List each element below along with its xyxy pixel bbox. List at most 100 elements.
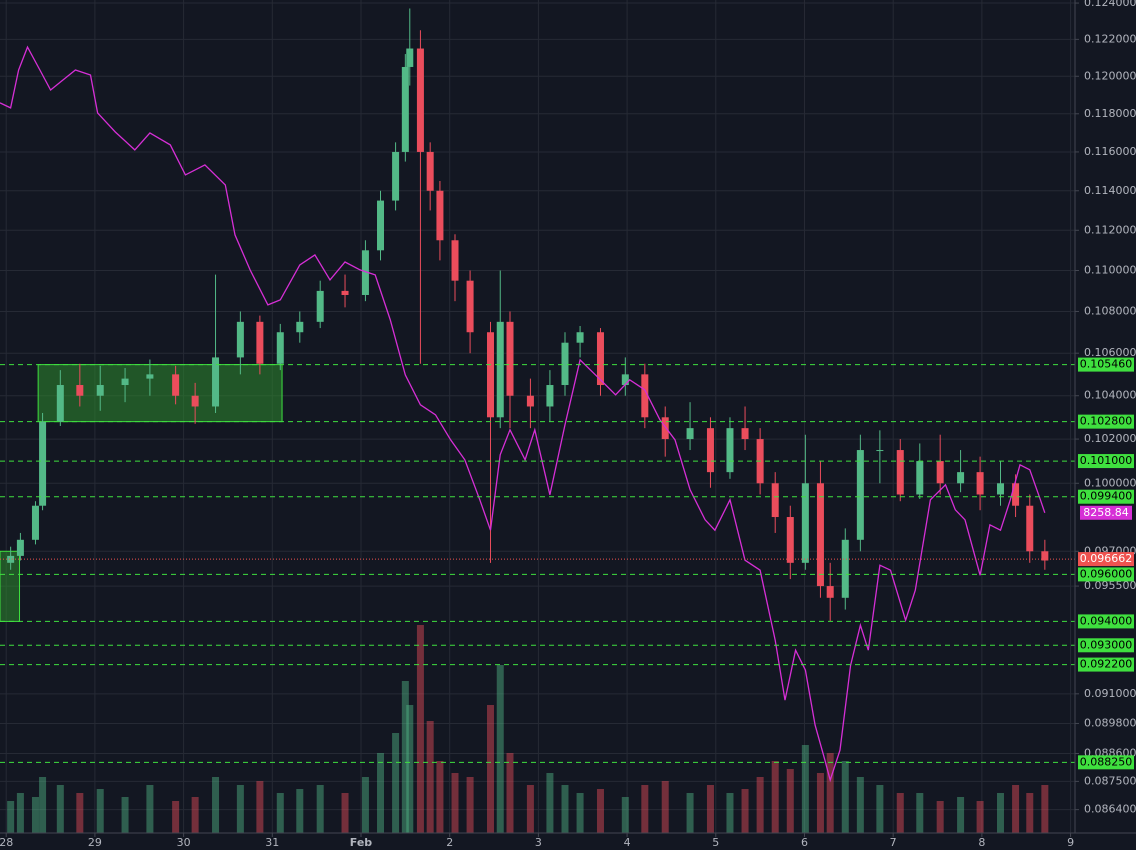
volume-bar (191, 797, 199, 833)
volume-bar (486, 705, 494, 833)
last-price-label: 0.096662 (1080, 552, 1133, 565)
volume-bar (31, 797, 39, 833)
candle-body (276, 332, 284, 364)
volume-bar (726, 793, 734, 833)
candle-body (771, 483, 779, 518)
y-tick-label: 0.124000 (1084, 0, 1136, 9)
volume-bar (1041, 785, 1049, 833)
x-tick-label: 29 (88, 836, 102, 849)
y-tick-label: 0.118000 (1084, 107, 1136, 120)
candle-body (741, 428, 749, 440)
volume-bar (16, 793, 24, 833)
candle-body (546, 385, 554, 407)
candle-body (1041, 551, 1049, 561)
volume-bar (621, 797, 629, 833)
candle-body (506, 321, 514, 396)
candle-body (121, 378, 129, 386)
level-label: 0.096000 (1080, 567, 1133, 580)
level-label-bg (1078, 414, 1134, 429)
candle-body (451, 240, 459, 281)
y-tick-label: 0.122000 (1084, 32, 1136, 45)
level-label-bg (1078, 638, 1134, 653)
volume-bar (121, 797, 129, 833)
volume-bar (236, 785, 244, 833)
candle-body (561, 342, 569, 386)
x-tick-label: 28 (0, 836, 13, 849)
candle-body (96, 385, 104, 396)
y-tick-label: 0.106000 (1084, 346, 1136, 359)
candle-body (801, 483, 809, 563)
y-tick-label: 0.102000 (1084, 432, 1136, 445)
volume-bar (416, 625, 424, 833)
y-tick-label: 0.116000 (1084, 145, 1136, 158)
candle-body (786, 517, 794, 563)
x-tick-label: 6 (801, 836, 808, 849)
candle-body (816, 483, 824, 587)
volume-bar (686, 793, 694, 833)
level-label-bg (1078, 454, 1134, 469)
level-label: 0.099400 (1080, 490, 1133, 503)
candle-body (31, 505, 39, 540)
candle-body (76, 385, 84, 396)
x-tick-label: Feb (350, 836, 373, 849)
candle-body (256, 321, 264, 364)
volume-bar (801, 745, 809, 833)
volume-bar (1012, 785, 1020, 833)
candle-body (56, 385, 64, 422)
candle-body (706, 428, 714, 473)
candle-body (406, 48, 414, 67)
volume-bar (39, 777, 47, 833)
x-tick-label: 3 (535, 836, 542, 849)
candle-body (296, 321, 304, 333)
volume-bar (976, 801, 984, 833)
y-tick-label: 0.091000 (1084, 687, 1136, 700)
last-price-bg (1078, 552, 1134, 567)
volume-bar (996, 793, 1004, 833)
zone (37, 364, 283, 423)
volume-bar (841, 761, 849, 833)
indicator-label-bg (1080, 505, 1132, 520)
plot-area (0, 0, 1075, 833)
x-tick-label: 7 (890, 836, 897, 849)
candle-body (1026, 505, 1034, 552)
volume-bar (641, 785, 649, 833)
volume-bar (957, 797, 965, 833)
volume-bar (361, 777, 369, 833)
volume-bar (316, 785, 324, 833)
candle-body (7, 555, 15, 563)
y-tick-label: 0.120000 (1084, 69, 1136, 82)
y-tick-label: 0.095500 (1084, 579, 1136, 592)
volume-bar (7, 801, 15, 833)
volume-bar (546, 773, 554, 833)
candle-body (641, 374, 649, 418)
volume-bar (496, 665, 504, 833)
candle-body (621, 374, 629, 386)
candle-body (39, 421, 47, 506)
y-tick-label: 0.110000 (1084, 264, 1136, 277)
volume-bar (786, 769, 794, 833)
volume-bar (212, 777, 220, 833)
volume-bar (506, 753, 514, 833)
candle-body (726, 428, 734, 473)
volume-bar (756, 777, 764, 833)
candle-body (896, 450, 904, 495)
y-tick-label: 0.086400 (1084, 803, 1136, 816)
y-tick-label: 0.089800 (1084, 716, 1136, 729)
level-label-bg (1078, 489, 1134, 504)
level-label-bg (1078, 657, 1134, 672)
volume-bar (706, 785, 714, 833)
candle-body (172, 374, 180, 396)
candle-body (191, 395, 199, 407)
candle-body (661, 417, 669, 440)
level-label: 0.092200 (1080, 658, 1133, 671)
candle-body (596, 332, 604, 386)
candle-body (957, 472, 965, 484)
volume-bar (596, 789, 604, 833)
volume-bar (561, 785, 569, 833)
candle-body (316, 290, 324, 322)
y-tick-label: 0.100000 (1084, 476, 1136, 489)
x-tick-label: 30 (177, 836, 191, 849)
level-label: 0.093000 (1080, 638, 1133, 651)
candle-body (341, 290, 349, 295)
